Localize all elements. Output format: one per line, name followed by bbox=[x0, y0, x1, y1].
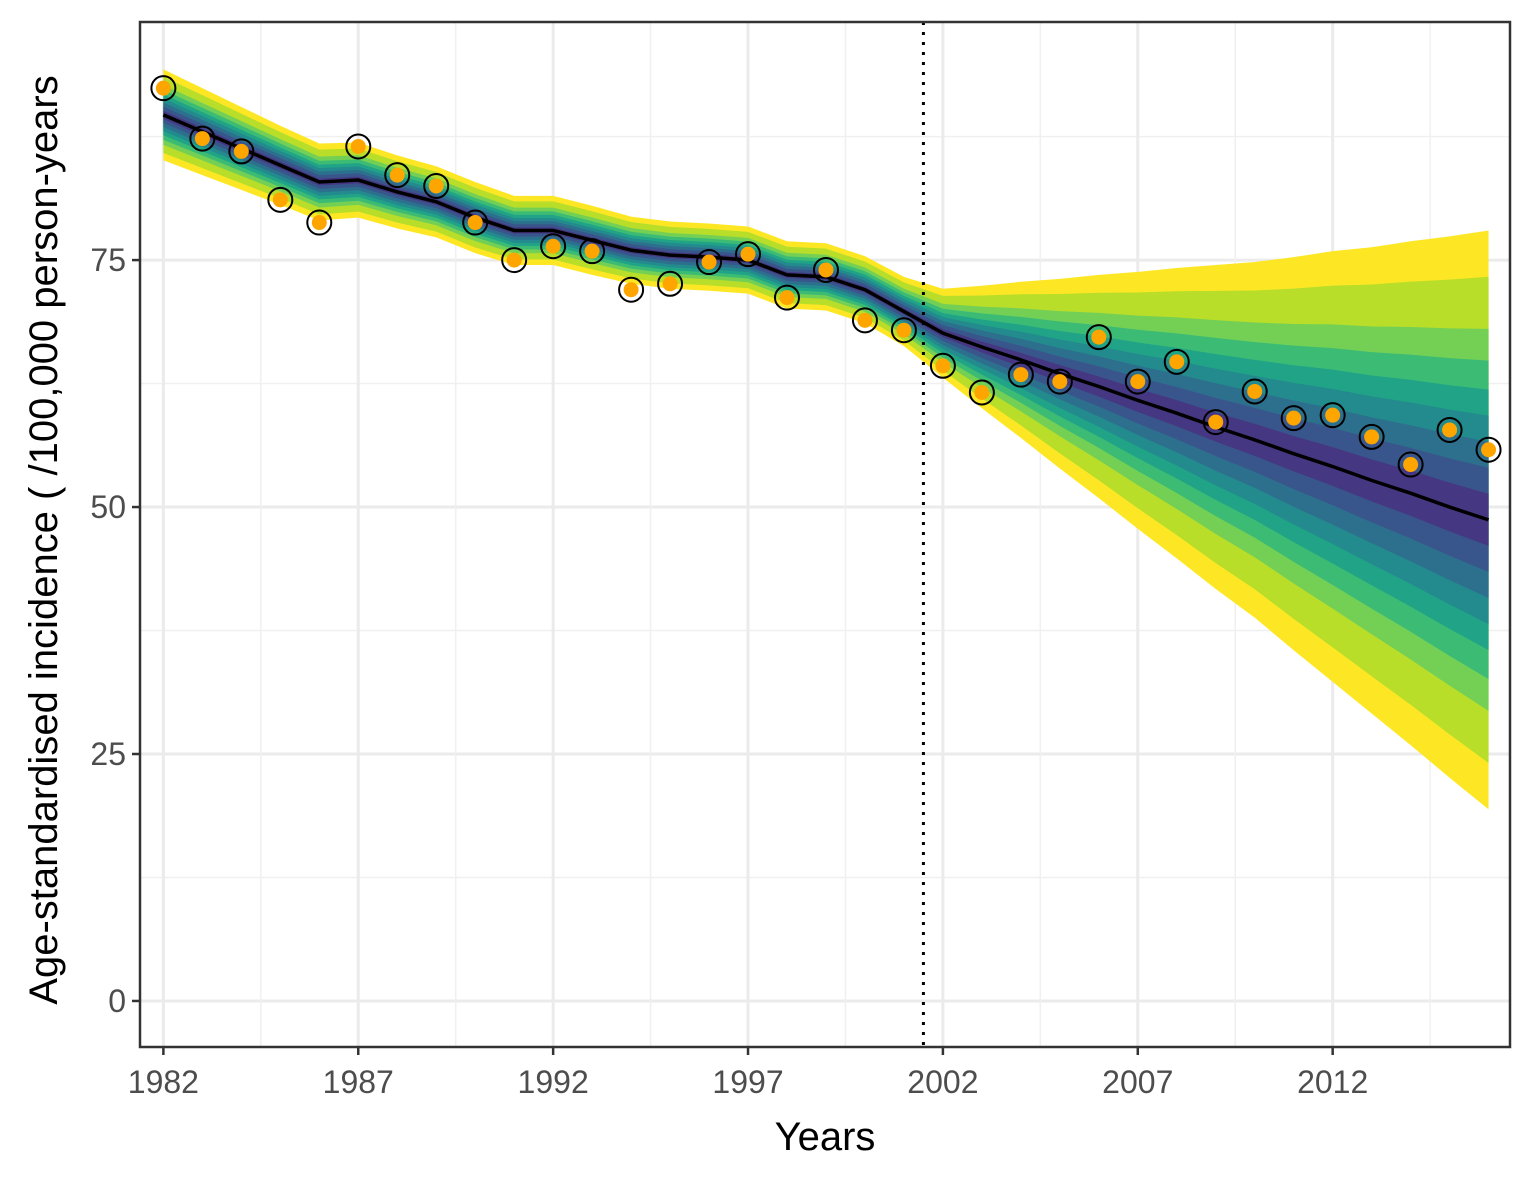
panel-border bbox=[138, 20, 1512, 1049]
observed-point bbox=[974, 384, 990, 400]
prediction-band-0 bbox=[163, 69, 1489, 810]
observed-point-ring bbox=[851, 307, 878, 334]
observed-point-ring bbox=[968, 379, 995, 406]
x-tick-label: 2012 bbox=[1297, 1064, 1368, 1100]
observed-point bbox=[428, 178, 444, 194]
observed-point-ring bbox=[1007, 361, 1034, 388]
x-axis-title: Years bbox=[775, 1115, 876, 1159]
observed-point bbox=[1091, 329, 1107, 345]
observed-point bbox=[233, 143, 249, 159]
observed-point bbox=[896, 322, 912, 338]
observed-point bbox=[779, 290, 795, 306]
observed-point-ring bbox=[1358, 423, 1385, 450]
observed-point-ring bbox=[1046, 368, 1073, 395]
observed-point-ring bbox=[1319, 402, 1346, 429]
observed-point bbox=[935, 358, 951, 374]
observed-point-ring bbox=[345, 133, 372, 160]
observed-point-ring bbox=[1475, 436, 1502, 463]
observed-point bbox=[194, 131, 210, 147]
observed-point-ring bbox=[1436, 416, 1463, 443]
observed-point-ring bbox=[1397, 451, 1424, 478]
observed-point bbox=[623, 282, 639, 298]
observed-point bbox=[1013, 367, 1029, 383]
observed-point bbox=[311, 215, 327, 231]
observed-point-ring bbox=[228, 138, 255, 165]
observed-point bbox=[272, 192, 288, 208]
y-tick-label: 25 bbox=[90, 736, 126, 772]
observed-point bbox=[1442, 422, 1458, 438]
x-tick-label: 1987 bbox=[323, 1064, 394, 1100]
observed-point bbox=[1247, 383, 1263, 399]
observed-point bbox=[1052, 374, 1068, 390]
observed-point-ring bbox=[1124, 368, 1151, 395]
observed-point-ring bbox=[929, 352, 956, 379]
x-tick-label: 2002 bbox=[907, 1064, 978, 1100]
axes: 1982 1987 1992 1997 2002 2007 2012 0 25 50 75 bbox=[90, 20, 1512, 1100]
observed-point bbox=[155, 80, 171, 96]
observed-point bbox=[1325, 407, 1341, 423]
observed-point bbox=[1286, 410, 1302, 426]
observed-point bbox=[584, 243, 600, 259]
observed-point-ring bbox=[384, 162, 411, 189]
observed-point bbox=[389, 167, 405, 183]
observed-point-ring bbox=[1202, 409, 1229, 436]
observed-point-ring bbox=[657, 270, 684, 297]
observed-point-ring bbox=[735, 241, 762, 268]
y-tick-label: 50 bbox=[90, 489, 126, 525]
observed-point bbox=[1403, 457, 1419, 473]
observed-point-ring bbox=[306, 209, 333, 236]
observed-point-ring bbox=[812, 256, 839, 283]
observed-point-ring bbox=[189, 125, 216, 152]
observed-point bbox=[662, 276, 678, 292]
y-tick-label: 75 bbox=[90, 242, 126, 278]
observed-point bbox=[740, 246, 756, 262]
x-tick-label: 2007 bbox=[1102, 1064, 1173, 1100]
prediction-band-1 bbox=[163, 76, 1489, 764]
y-tick-label: 0 bbox=[108, 983, 126, 1019]
observed-point-ring bbox=[579, 238, 606, 265]
x-tick-label: 1982 bbox=[128, 1064, 199, 1100]
x-tick-label: 1997 bbox=[712, 1064, 783, 1100]
observed-point-ring bbox=[1163, 348, 1190, 375]
observed-point bbox=[1208, 414, 1224, 430]
observed-point bbox=[467, 215, 483, 231]
observed-point-ring bbox=[696, 249, 723, 276]
observed-point-ring bbox=[267, 186, 294, 213]
observed-point bbox=[818, 262, 834, 278]
x-tick-label: 1992 bbox=[518, 1064, 589, 1100]
observed-point-ring bbox=[150, 75, 177, 102]
observed-point bbox=[506, 252, 522, 268]
observed-point-ring bbox=[773, 284, 800, 311]
observed-point-ring bbox=[618, 276, 645, 303]
observed-points bbox=[150, 75, 1502, 478]
observed-point-ring bbox=[1085, 324, 1112, 351]
observed-point-ring bbox=[462, 209, 489, 236]
observed-point bbox=[701, 254, 717, 270]
observed-point bbox=[545, 238, 561, 254]
observed-point-ring bbox=[1241, 378, 1268, 405]
observed-point-ring bbox=[423, 172, 450, 199]
observed-point bbox=[857, 312, 873, 328]
observed-point-ring bbox=[1280, 405, 1307, 432]
observed-point-ring bbox=[501, 247, 528, 274]
y-axis-title: Age-standardised incidence ( /100,000 pe… bbox=[22, 75, 66, 1004]
observed-point bbox=[350, 138, 366, 154]
observed-point-ring bbox=[540, 233, 567, 260]
observed-point bbox=[1130, 374, 1146, 390]
observed-point bbox=[1481, 442, 1497, 458]
observed-point-ring bbox=[890, 317, 917, 344]
observed-point bbox=[1169, 354, 1185, 370]
observed-point bbox=[1364, 429, 1380, 445]
